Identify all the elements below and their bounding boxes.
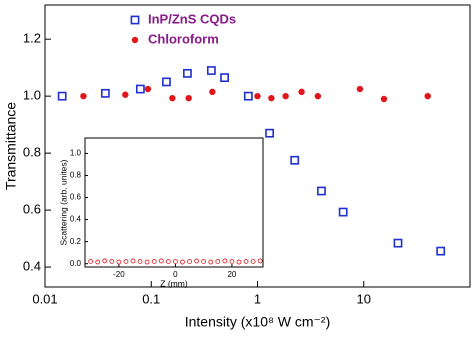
point <box>393 238 403 248</box>
x-axis-label: Z (mm) <box>160 278 188 288</box>
x-tick-label: 10 <box>357 291 371 306</box>
point <box>243 259 249 264</box>
y-tick-label: 1.0 <box>70 149 82 158</box>
point <box>165 259 171 264</box>
point <box>209 88 216 96</box>
x-tick-label: 1 <box>254 291 261 306</box>
point <box>356 85 364 93</box>
y-axis-label: Scattering (arb. unites) <box>58 159 68 245</box>
point <box>222 258 228 264</box>
x-tick-label: 20 <box>227 270 236 279</box>
point <box>123 259 129 264</box>
point <box>116 259 122 265</box>
y-tick-label: 0.8 <box>23 145 41 160</box>
y-axis-label: Transmittance <box>3 102 19 190</box>
y-tick-label: 1.2 <box>23 31 41 46</box>
plot-frame <box>84 137 264 268</box>
point <box>254 92 261 100</box>
point <box>298 88 305 96</box>
point <box>206 66 216 75</box>
x-axis-label: Intensity (x10⁸ W cm⁻²) <box>185 314 331 330</box>
point <box>130 258 136 264</box>
point <box>151 259 157 264</box>
point <box>282 92 289 100</box>
point <box>229 259 235 264</box>
point <box>215 259 221 264</box>
point <box>338 207 348 217</box>
y-tick-label: 0.6 <box>23 202 41 217</box>
point <box>137 259 143 264</box>
legend-marker <box>131 36 139 44</box>
point <box>257 258 263 264</box>
point <box>173 259 178 264</box>
point <box>220 73 229 83</box>
point <box>243 91 253 101</box>
point <box>144 85 152 93</box>
point <box>180 259 185 265</box>
point <box>250 259 256 264</box>
y-tick-label: 0.4 <box>23 258 41 273</box>
y-tick-label: 0.0 <box>70 259 82 268</box>
x-tick-label: 0 <box>173 270 178 279</box>
point <box>314 92 322 100</box>
point <box>268 94 275 102</box>
point <box>183 68 192 78</box>
point <box>380 95 388 103</box>
legend-label: Chloroform <box>148 31 219 46</box>
point <box>317 186 326 196</box>
point <box>122 91 129 98</box>
point <box>187 259 192 264</box>
point <box>436 246 446 256</box>
point <box>290 155 300 165</box>
point <box>95 259 101 265</box>
point <box>162 77 171 87</box>
point <box>80 92 87 100</box>
point <box>194 258 200 264</box>
point <box>201 259 207 264</box>
point <box>100 88 110 98</box>
x-tick-label: 0.1 <box>142 291 160 306</box>
point <box>144 259 150 265</box>
point <box>57 91 67 101</box>
y-tick-label: 0.2 <box>70 237 82 246</box>
point <box>265 128 275 138</box>
y-tick-label: 0.8 <box>70 171 82 180</box>
point <box>208 259 214 265</box>
x-tick-label: 0.01 <box>32 291 57 306</box>
point <box>109 259 115 264</box>
point <box>424 92 431 100</box>
y-tick-label: 0.4 <box>70 215 82 224</box>
legend-marker <box>130 15 140 25</box>
point <box>185 94 192 102</box>
x-tick-label: -20 <box>113 270 125 279</box>
point <box>135 84 145 94</box>
point <box>158 258 164 264</box>
y-tick-label: 0.6 <box>70 193 82 202</box>
point <box>169 94 176 102</box>
inset-background <box>85 138 263 267</box>
y-tick-label: 1.0 <box>23 88 41 103</box>
legend-label: InP/ZnS CQDs <box>148 11 236 26</box>
point <box>88 259 94 264</box>
point <box>102 258 108 264</box>
point <box>236 259 242 265</box>
